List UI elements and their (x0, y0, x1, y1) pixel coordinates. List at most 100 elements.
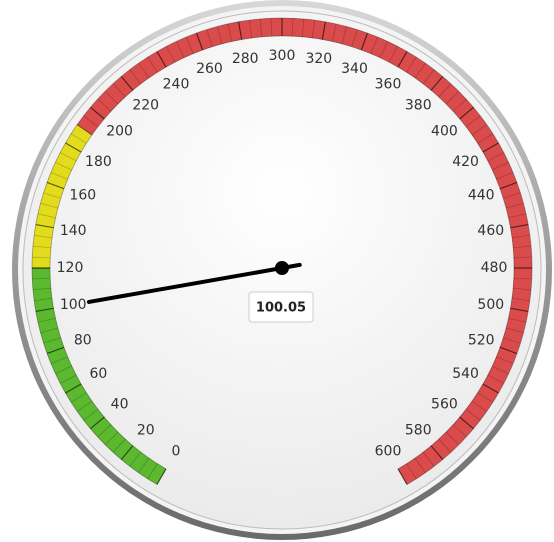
band-segment (513, 256, 532, 259)
band-segment (452, 424, 467, 438)
tick-mark (156, 51, 167, 68)
band-segment (104, 431, 119, 446)
band-segment (34, 234, 53, 239)
tick-mark (459, 106, 474, 120)
needle (86, 262, 302, 304)
band-segment (513, 277, 532, 280)
band-segment (76, 400, 93, 412)
band-segment (505, 327, 524, 334)
tick-mark (35, 307, 54, 313)
tick-label: 300 (269, 48, 296, 64)
band-segment (32, 287, 51, 291)
tick-label: 280 (232, 51, 259, 67)
band-segment (503, 337, 521, 344)
tick-mark (46, 181, 65, 190)
tick-mark (459, 416, 474, 430)
band-segment (438, 438, 452, 453)
tick-label: 460 (477, 223, 504, 239)
tick-label: 580 (405, 422, 432, 438)
band-segment (138, 62, 150, 79)
tick-label: 380 (405, 98, 432, 114)
tick-mark (156, 468, 167, 485)
band-segment (508, 317, 527, 323)
band-segment (104, 90, 119, 105)
tick-label: 440 (468, 187, 495, 203)
needle-hub (275, 261, 289, 275)
band-segment (55, 161, 72, 171)
tick-mark (510, 223, 529, 229)
tick-mark (120, 445, 134, 460)
band-segment (166, 46, 176, 63)
band-segment (70, 392, 87, 403)
band-segment (503, 192, 521, 199)
band-segment (43, 192, 61, 199)
band-segment (471, 124, 488, 136)
band-segment (129, 69, 142, 85)
band-segment (379, 41, 389, 58)
band-segment (248, 20, 253, 39)
tick-mark (397, 51, 408, 68)
band-segment (34, 297, 53, 302)
band-segment (40, 202, 59, 209)
band-segment (60, 152, 77, 162)
band-segment (422, 69, 435, 85)
band-segment (32, 277, 51, 280)
band-segment (206, 29, 213, 47)
tick-label: 480 (481, 260, 508, 276)
tick-label: 100 (60, 297, 87, 313)
tick-mark (430, 445, 444, 460)
tick-label: 20 (137, 422, 155, 438)
tick-label: 160 (69, 187, 96, 203)
tick-label: 180 (85, 154, 112, 170)
tick-label: 340 (341, 61, 368, 77)
band-segment (511, 234, 530, 239)
tick-label: 220 (132, 98, 159, 114)
tick-label: 360 (375, 76, 402, 92)
band-segment (477, 392, 494, 403)
tick-label: 520 (468, 333, 495, 349)
tick-label: 140 (60, 223, 87, 239)
tick-label: 560 (431, 396, 458, 412)
band-segment (55, 365, 72, 375)
band-segment (32, 256, 51, 259)
band-segment (370, 36, 379, 54)
band-segment (97, 424, 112, 438)
tick-mark (482, 142, 499, 153)
band-segment (477, 133, 494, 144)
band-segment (414, 62, 426, 79)
band-segment (452, 98, 467, 112)
band-segment (414, 457, 426, 474)
tick-label: 80 (74, 333, 92, 349)
tick-mark (195, 32, 204, 51)
band-segment (70, 133, 87, 144)
band-segment (97, 98, 112, 112)
band-segment (496, 171, 514, 180)
band-segment (83, 115, 99, 128)
tick-mark (90, 416, 105, 430)
tick-label: 540 (452, 366, 479, 382)
band-segment (438, 83, 452, 98)
tick-mark (321, 21, 327, 40)
band-segment (311, 20, 316, 39)
band-segment (505, 202, 524, 209)
band-segment (445, 431, 460, 446)
band-segment (147, 56, 158, 73)
tick-label: 40 (111, 396, 129, 412)
band-segment (511, 297, 530, 302)
band-segment (406, 463, 417, 480)
tick-mark (510, 307, 529, 313)
band-segment (112, 83, 126, 98)
band-segment (513, 287, 532, 291)
band-segment (513, 245, 532, 249)
band-segment (83, 408, 99, 421)
band-segment (185, 36, 194, 54)
band-segment (496, 356, 514, 365)
band-segment (291, 18, 294, 37)
band-segment (50, 171, 68, 180)
tick-label: 0 (172, 444, 181, 460)
band-segment (40, 327, 59, 334)
band-segment (129, 451, 142, 467)
band-segment (175, 41, 185, 58)
band-segment (406, 56, 417, 73)
